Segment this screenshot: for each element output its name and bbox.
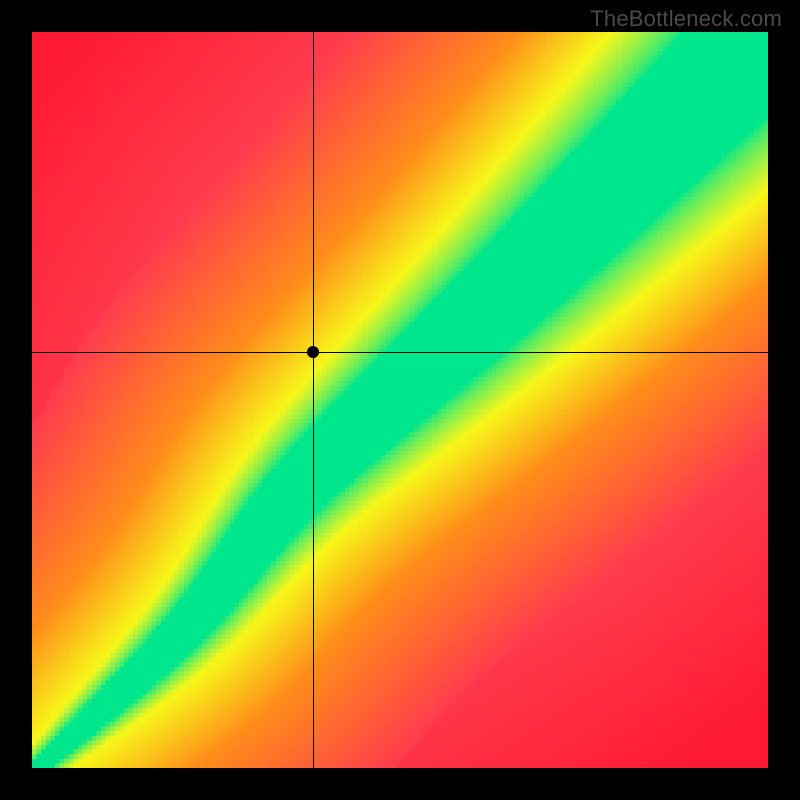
watermark-text: TheBottleneck.com (590, 6, 782, 32)
chart-container: TheBottleneck.com (0, 0, 800, 800)
plot-area (32, 32, 768, 768)
heatmap-canvas (32, 32, 768, 768)
